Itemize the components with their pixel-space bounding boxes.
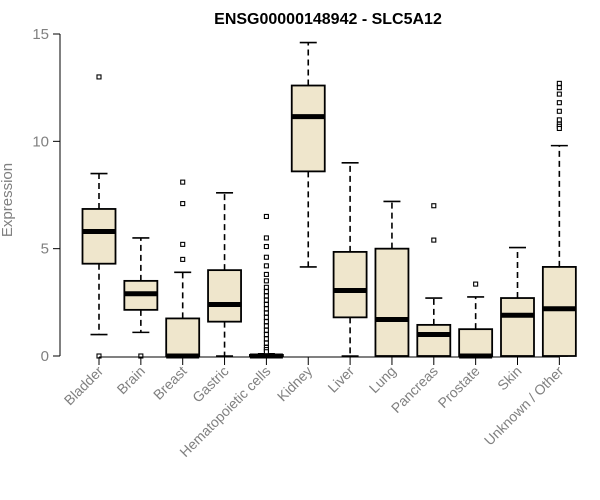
x-tick-label: Pancreas [388, 363, 441, 416]
outlier-point [180, 256, 186, 262]
outlier-point [263, 263, 269, 269]
outlier-point [263, 314, 269, 320]
outlier-point [473, 281, 479, 287]
outlier-point [263, 278, 269, 284]
x-tick-label: Skin [494, 363, 525, 394]
outlier-point [263, 310, 269, 316]
iqr-box [541, 266, 577, 357]
outlier-point [263, 306, 269, 312]
box-unknown-other [541, 80, 577, 357]
y-tick-label: 0 [41, 348, 49, 365]
iqr-box [416, 323, 452, 357]
box-pancreas [416, 203, 452, 357]
iqr-box [165, 317, 201, 357]
box-prostate [458, 281, 494, 359]
outlier-point [180, 179, 186, 185]
x-tick-label: Liver [324, 363, 357, 396]
outlier-point [263, 213, 269, 220]
y-tick-label: 10 [32, 133, 49, 150]
outlier-point [263, 336, 269, 342]
outlier-point [556, 125, 562, 132]
x-tick-label: Unknown / Other [481, 363, 567, 449]
outlier-point [96, 74, 102, 80]
outlier-point [556, 117, 562, 123]
box-liver [332, 162, 368, 357]
box-lung [374, 200, 410, 357]
plot-area [81, 41, 577, 359]
x-tick-label: Lung [366, 363, 399, 396]
outlier-point [263, 349, 269, 355]
iqr-box [374, 247, 410, 357]
outlier-point [263, 254, 269, 260]
outlier-point [263, 284, 269, 290]
y-axis-title: Expression [0, 163, 16, 237]
outlier-point [431, 203, 437, 209]
outlier-point [431, 237, 437, 243]
y-tick-label: 15 [32, 26, 49, 43]
outlier-point [263, 289, 269, 295]
box-brain [123, 237, 159, 359]
outlier-point [263, 301, 269, 308]
outlier-point [263, 297, 269, 303]
outlier-point [556, 108, 562, 114]
x-tick-label: Breast [150, 363, 190, 403]
outlier-point [180, 241, 186, 247]
iqr-box [458, 328, 494, 357]
outlier-point [263, 327, 269, 333]
box-kidney [290, 41, 326, 268]
box-breast [165, 179, 201, 359]
iqr-box [207, 269, 242, 323]
y-tick-label: 5 [41, 241, 49, 258]
iqr-box [500, 297, 535, 357]
outlier-point [263, 319, 269, 325]
outlier-point [263, 340, 269, 346]
box-gastric [207, 192, 242, 357]
chart-title: ENSG00000148942 - SLC5A12 [214, 11, 442, 28]
outlier-point [263, 323, 269, 329]
x-tick-label: Bladder [61, 363, 107, 409]
outlier-point [263, 271, 269, 277]
iqr-box [332, 250, 368, 319]
outlier-point [556, 85, 562, 91]
outlier-point [556, 91, 562, 97]
x-tick-label: Prostate [435, 363, 483, 411]
iqr-box [81, 208, 117, 265]
y-axis: 0 5 10 15 [32, 26, 61, 365]
x-tick-label: Kidney [274, 363, 316, 405]
outlier-point [263, 243, 269, 250]
outlier-point [263, 293, 269, 299]
outlier-point [263, 235, 269, 241]
box-hematopoietic-cells [248, 213, 284, 359]
box-bladder [81, 74, 117, 359]
outlier-point [180, 201, 186, 207]
outlier-point [556, 80, 562, 86]
x-tick-label: Brain [114, 363, 148, 397]
outlier-point [556, 100, 562, 106]
iqr-box [290, 84, 326, 173]
box-skin [500, 246, 535, 357]
outlier-point [263, 331, 269, 338]
